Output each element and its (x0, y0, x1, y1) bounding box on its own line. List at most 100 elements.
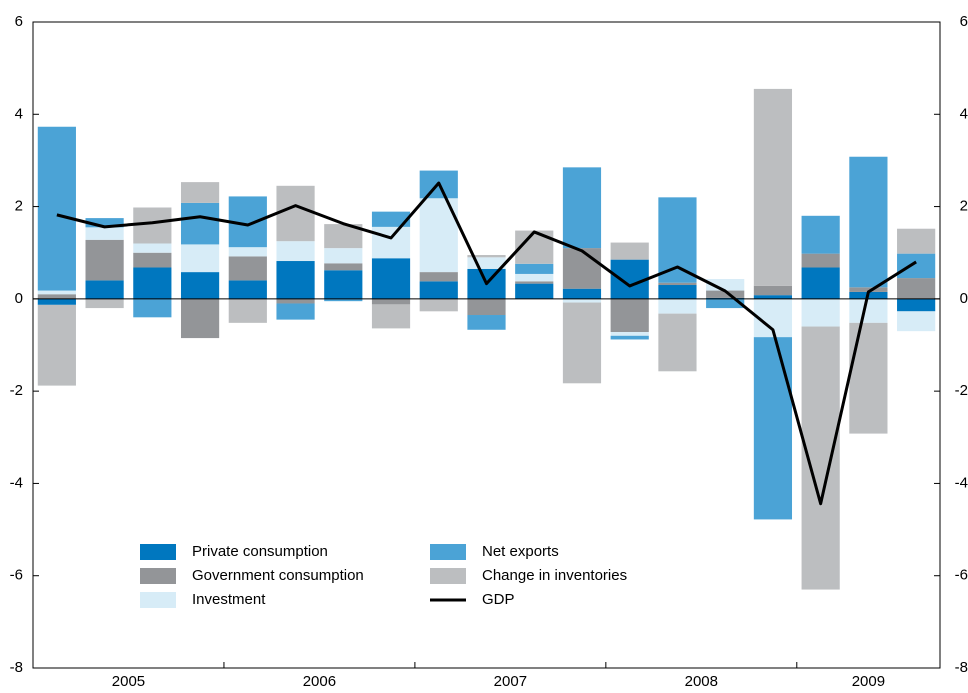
bar-segment (849, 287, 888, 292)
bar-segment (419, 298, 458, 312)
x-tick-label: 2009 (852, 673, 885, 690)
bar-segment (658, 313, 697, 372)
bar-segment (801, 215, 840, 254)
bar-segment (610, 335, 649, 340)
bar-segment (324, 224, 363, 249)
bar-segment (371, 211, 411, 227)
bar-segment (180, 272, 220, 299)
x-tick-label: 2006 (303, 673, 336, 690)
bar-segment (85, 227, 124, 240)
x-tick-label: 2008 (685, 673, 718, 690)
bar-segment (276, 241, 315, 262)
bar-segment (85, 298, 124, 309)
bar-segment (371, 258, 411, 299)
bar-segment (371, 298, 411, 305)
bar-segment (706, 279, 745, 291)
bar-segment (753, 88, 793, 286)
legend-label: GDP (482, 591, 515, 608)
bar-segment (897, 278, 936, 299)
legend: Private consumption Government consumptio… (140, 543, 627, 608)
bar-segment (133, 267, 172, 299)
bar-segment (610, 332, 649, 336)
bar-segment (515, 263, 554, 274)
bar-segment (133, 298, 172, 318)
y2-tick-label: -4 (955, 474, 968, 491)
bar-segment (562, 167, 602, 249)
y2-tick-label: 6 (960, 13, 968, 30)
y2-tick-label: 4 (960, 105, 968, 122)
plot-frame (32, 21, 941, 669)
legend-swatch (140, 568, 176, 584)
bar-segment (276, 185, 315, 242)
y-tick-label: -8 (10, 659, 23, 676)
bar-segment (467, 298, 506, 316)
bar-segment (180, 182, 220, 203)
bar-segment (610, 259, 649, 299)
bar-segment (706, 298, 745, 309)
legend-swatch (140, 544, 176, 560)
y2-tick-label: -2 (955, 382, 968, 399)
legend-label: Private consumption (192, 543, 328, 560)
bar-segment (180, 202, 220, 245)
legend-label: Change in inventories (482, 567, 627, 584)
bar-segment (85, 239, 124, 281)
bar-segment (133, 243, 172, 253)
bar-segment (180, 298, 220, 339)
y-tick-label: 2 (15, 198, 23, 215)
bar-segment (371, 226, 411, 259)
bar-segment (897, 298, 936, 312)
legend-label: Investment (192, 591, 266, 608)
x-tick-label: 2005 (112, 673, 145, 690)
y-tick-label: 6 (15, 13, 23, 30)
bar-segment (85, 218, 124, 228)
y2-tick-label: 0 (960, 290, 968, 307)
bar-segment (228, 256, 267, 281)
bar-segment (515, 283, 554, 299)
y-tick-label: -4 (10, 474, 23, 491)
bar-segment (849, 298, 888, 323)
bar-segment (324, 248, 363, 264)
bar-segment (753, 295, 793, 299)
y-tick-label: 0 (15, 290, 23, 307)
bar-segment (849, 322, 888, 434)
legend-label: Government consumption (192, 567, 364, 584)
y-tick-label: 4 (15, 105, 23, 122)
bar-segment (515, 273, 554, 282)
bar-segment (658, 197, 697, 283)
bar-segment (562, 298, 602, 303)
bar-segment (562, 288, 602, 299)
y2-tick-label: -8 (955, 659, 968, 676)
bar-segment (753, 337, 793, 520)
bar-segment (133, 207, 172, 244)
bar-segment (562, 302, 602, 384)
y-tick-label: -2 (10, 382, 23, 399)
bar-segment (562, 248, 602, 289)
bar-segment (133, 252, 172, 268)
y-tick-label: -6 (10, 567, 23, 584)
bar-segment (37, 304, 76, 386)
y2-tick-label: 2 (960, 198, 968, 215)
bar-segment (658, 282, 697, 286)
bar-segment (753, 285, 793, 296)
bar-segment (37, 290, 76, 295)
legend-label: Net exports (482, 543, 559, 560)
bar-segment (515, 281, 554, 284)
bar-segment (658, 298, 697, 314)
bar-segment (419, 272, 458, 282)
bar-segment (180, 244, 220, 273)
legend-swatch (430, 568, 466, 584)
bar-segment (276, 298, 315, 304)
bar-segment (849, 156, 888, 288)
bar-segment (228, 247, 267, 257)
bar-segment (371, 304, 411, 329)
gdp-line (56, 181, 917, 506)
bar-segment (897, 311, 936, 332)
bar-segment (85, 280, 124, 299)
bar-segment (37, 126, 76, 291)
legend-swatch (140, 592, 176, 608)
bar-segment (801, 267, 840, 299)
x-tick-label: 2007 (494, 673, 527, 690)
bar-segment (658, 285, 697, 299)
bar-segment (228, 280, 267, 299)
